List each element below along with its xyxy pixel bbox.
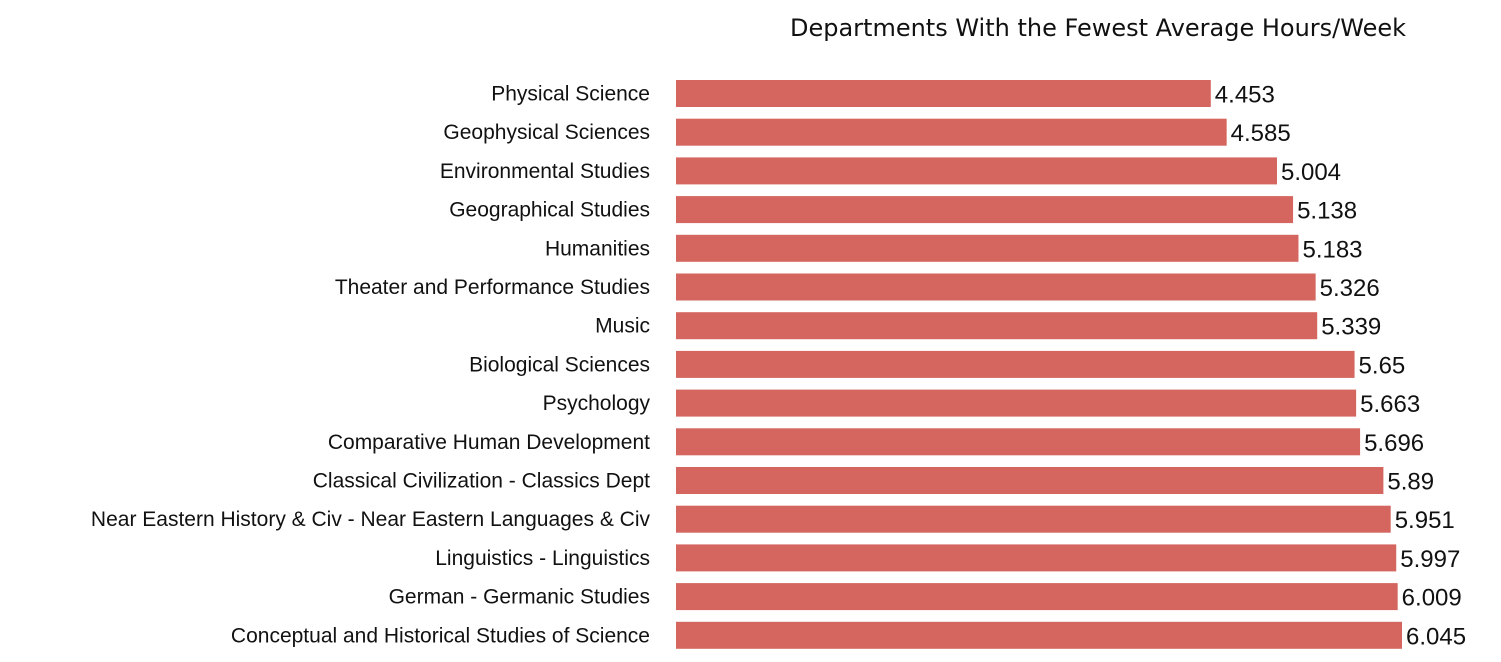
bar: [676, 196, 1294, 224]
bar: [676, 118, 1227, 146]
bar: [676, 273, 1316, 301]
category-label: Linguistics - Linguistics: [435, 547, 650, 570]
bar: [676, 234, 1299, 262]
value-label: 5.138: [1297, 198, 1357, 225]
bar: [676, 312, 1318, 340]
category-label: Near Eastern History & Civ - Near Easter…: [91, 508, 651, 531]
category-label: Psychology: [543, 392, 651, 415]
bar: [676, 583, 1398, 611]
category-label: Theater and Performance Studies: [335, 276, 650, 299]
value-label: 5.004: [1281, 159, 1341, 186]
bars-group: Physical Science 4.453 Geophysical Science…: [91, 80, 1466, 650]
value-label: 5.339: [1321, 314, 1381, 341]
bar: [676, 350, 1355, 378]
value-label: 4.453: [1215, 82, 1275, 109]
value-label: 5.89: [1387, 469, 1434, 496]
value-label: 4.585: [1231, 120, 1291, 147]
value-label: 5.997: [1400, 546, 1460, 573]
bar: [676, 505, 1391, 533]
bar: [676, 157, 1277, 185]
category-label: Physical Science: [491, 83, 650, 106]
value-label: 5.951: [1395, 507, 1455, 534]
bar: [676, 621, 1402, 649]
bar: [676, 544, 1397, 572]
value-label: 5.326: [1320, 275, 1380, 302]
bar: [676, 467, 1384, 494]
value-label: 5.696: [1364, 430, 1424, 457]
category-label: Conceptual and Historical Studies of Sci…: [231, 624, 650, 647]
category-label: Geophysical Sciences: [443, 121, 650, 144]
chart-title: Departments With the Fewest Average Hour…: [790, 14, 1406, 42]
bar: [676, 80, 1211, 107]
category-label: German - Germanic Studies: [389, 586, 650, 609]
category-label: Comparative Human Development: [328, 431, 650, 454]
category-label: Geographical Studies: [449, 199, 650, 222]
bar: [676, 389, 1357, 417]
category-label: Biological Sciences: [469, 353, 650, 376]
category-label: Humanities: [545, 237, 650, 260]
category-label: Music: [595, 315, 650, 338]
bar: [676, 428, 1361, 456]
value-label: 5.663: [1360, 391, 1420, 418]
category-label: Environmental Studies: [440, 160, 650, 183]
value-label: 5.183: [1302, 236, 1362, 263]
category-label: Classical Civilization - Classics Dept: [313, 470, 650, 493]
value-label: 6.045: [1406, 623, 1466, 650]
value-label: 6.009: [1402, 585, 1462, 612]
value-label: 5.65: [1359, 352, 1406, 379]
